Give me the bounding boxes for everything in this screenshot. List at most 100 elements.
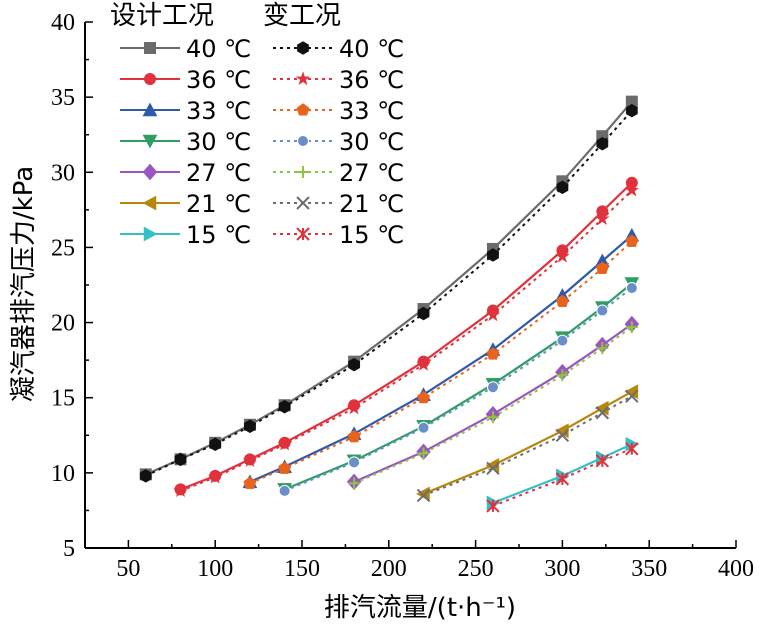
data-point: [244, 419, 256, 434]
series-line: [145, 110, 633, 477]
data-point: [486, 461, 500, 476]
data-point: [417, 306, 430, 321]
data-point: [416, 356, 431, 371]
axes: 50 100 150 200 250 300 350 400 5 10 15 20 25 30 35 40: [51, 10, 754, 582]
data-point: [417, 421, 430, 434]
x-axis-title: 排汽流量/(t·h⁻¹): [324, 593, 516, 623]
series-variable-30c: [278, 282, 638, 497]
series-variable-15c: [486, 442, 639, 513]
series-design-21c: [415, 384, 639, 502]
data-point: [348, 456, 361, 469]
data-point: [144, 73, 156, 85]
data-point: [207, 469, 223, 484]
legend-item: 40 ℃: [120, 35, 251, 63]
series-line: [492, 443, 633, 504]
legend-item: 15 ℃: [273, 221, 404, 249]
data-point: [296, 103, 310, 116]
legend-label: 36 ℃: [339, 66, 404, 94]
legend-item: 21 ℃: [273, 190, 404, 218]
legend-label: 33 ℃: [339, 97, 404, 125]
data-point: [297, 135, 309, 147]
x-tick-label: 150: [284, 556, 320, 582]
y-tick-label: 15: [51, 386, 75, 412]
data-point: [278, 399, 291, 414]
legend-item: 40 ℃: [273, 35, 404, 63]
x-tick-label: 250: [458, 556, 494, 582]
legend-label: 21 ℃: [186, 190, 251, 218]
data-point: [297, 41, 309, 55]
legend-item: 33 ℃: [120, 97, 251, 125]
data-point: [348, 477, 361, 490]
data-point: [554, 248, 570, 263]
series-design-33c: [242, 227, 640, 489]
legend-item: 36 ℃: [273, 66, 404, 94]
series-variable-33c: [243, 234, 639, 489]
data-point: [278, 484, 291, 497]
legend-label: 15 ℃: [186, 221, 251, 249]
x-tick-label: 400: [718, 556, 754, 582]
series-variable-27c: [348, 321, 638, 490]
data-point: [625, 321, 638, 334]
y-tick-label: 10: [51, 461, 75, 487]
legend-group-title: 变工况: [263, 1, 341, 31]
data-point: [417, 447, 430, 460]
data-point: [144, 42, 156, 54]
series-line: [284, 287, 633, 492]
legend-item: 15 ℃: [120, 221, 251, 249]
data-point: [625, 442, 639, 456]
data-point: [624, 182, 640, 197]
data-point: [242, 453, 258, 468]
data-point: [625, 103, 638, 118]
data-point: [486, 411, 499, 424]
data-point: [556, 369, 569, 382]
data-point: [595, 406, 610, 420]
data-point: [555, 294, 569, 308]
legend-label: 40 ℃: [339, 35, 404, 63]
data-point: [346, 400, 362, 415]
data-point: [143, 226, 158, 242]
y-tick-label: 40: [51, 10, 75, 36]
legend: 设计工况 变工况 40 ℃ 36 ℃ 33 ℃ 30 ℃ 27 ℃ 21 ℃ 15 ℃ 40 ℃ 3…: [110, 1, 404, 249]
x-tick-label: 350: [631, 556, 667, 582]
series-variable-36c: [173, 182, 640, 498]
data-point: [555, 428, 570, 442]
x-tick-label: 50: [116, 556, 140, 582]
data-point: [295, 71, 311, 86]
legend-label: 21 ℃: [339, 190, 404, 218]
data-point: [596, 304, 609, 317]
data-point: [556, 334, 569, 347]
legend-label: 15 ℃: [339, 221, 404, 249]
legend-label: 27 ℃: [186, 159, 251, 187]
legend-group-title: 设计工况: [110, 1, 214, 31]
data-point: [277, 436, 293, 451]
x-tick-label: 100: [197, 556, 233, 582]
data-point: [486, 381, 499, 394]
x-tick-label: 300: [544, 556, 580, 582]
y-tick-label: 25: [51, 235, 75, 261]
data-point: [278, 461, 292, 474]
legend-item: 27 ℃: [273, 159, 404, 187]
data-point: [625, 389, 639, 403]
x-tick-label: 200: [371, 556, 407, 582]
legend-item: 27 ℃: [120, 159, 251, 187]
legend-item: 33 ℃: [273, 97, 404, 125]
data-point: [487, 248, 499, 262]
y-tick-label: 35: [51, 85, 75, 111]
data-point: [625, 234, 639, 247]
legend-label: 27 ℃: [339, 159, 404, 187]
data-point: [142, 163, 158, 181]
series-line: [145, 100, 633, 476]
series-line: [180, 182, 633, 491]
data-point: [596, 342, 609, 355]
data-point: [347, 429, 361, 443]
data-point: [416, 488, 431, 503]
data-point: [296, 196, 310, 210]
data-point: [173, 483, 188, 498]
series-variable-21c: [416, 389, 639, 503]
legend-label: 33 ℃: [186, 97, 251, 125]
y-tick-label: 20: [51, 311, 75, 337]
data-point: [296, 227, 310, 241]
data-point: [243, 476, 257, 489]
series-line: [284, 282, 633, 491]
